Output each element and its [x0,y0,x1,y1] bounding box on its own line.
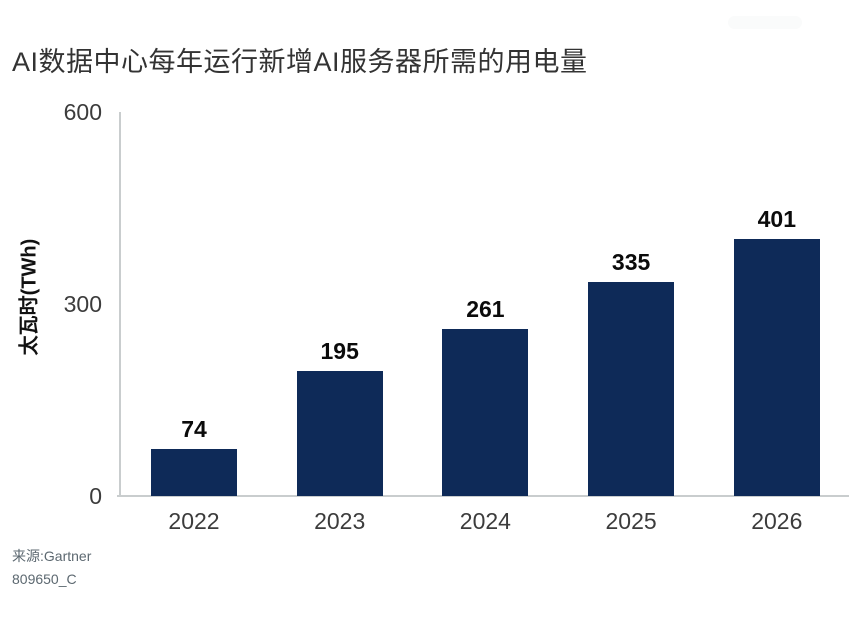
y-axis-tick-label: 0 [89,483,102,509]
chart-title: AI数据中心每年运行新增AI服务器所需的用电量 [12,47,588,77]
y-axis-tick-label: 600 [63,99,102,125]
bar-2023 [296,371,383,496]
y-axis-tick-label: 300 [63,291,102,317]
x-axis-category-label: 2022 [168,508,220,534]
source-note: 来源:Gartner 809650_C [12,545,91,591]
bar-2022 [151,448,237,496]
y-axis-line [119,112,121,497]
background-artifact [728,16,802,29]
x-axis-line [117,495,849,497]
x-axis-category-label: 2025 [605,508,657,534]
x-axis-category-label: 2026 [751,508,803,534]
bar-value-label: 195 [320,338,359,365]
bar-value-label: 401 [757,206,796,233]
bar-value-label: 74 [181,415,207,442]
bar-2024 [442,328,529,496]
doc-id: 809650_C [12,571,77,587]
source-line: 来源:Gartner [12,548,92,564]
bar-value-label: 335 [611,248,651,275]
bar-2025 [588,281,675,496]
x-axis-category-label: 2024 [459,508,511,534]
bar-value-label: 261 [466,295,505,322]
bar-2026 [733,239,820,496]
x-axis-category-label: 2023 [314,508,366,534]
